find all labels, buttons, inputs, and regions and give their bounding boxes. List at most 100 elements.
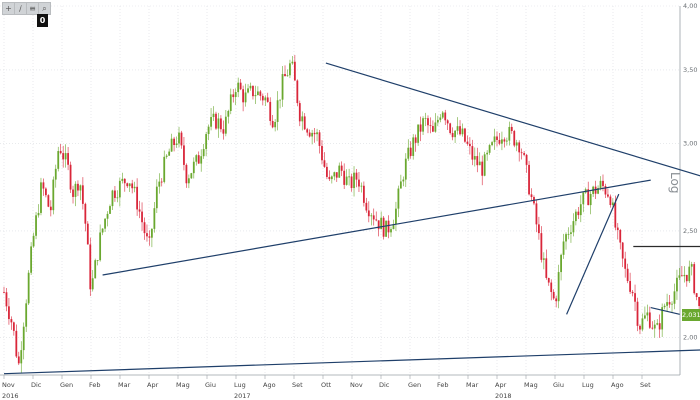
candle-body [656, 323, 659, 325]
candle-body [200, 156, 203, 164]
candle-body [266, 97, 269, 102]
candle-body [693, 264, 696, 294]
candle-body [621, 242, 624, 259]
candle-body [185, 164, 188, 184]
candle-body [333, 172, 336, 177]
candle-body [281, 74, 284, 100]
candle-body [77, 183, 79, 191]
candle-body [72, 189, 74, 197]
candle-body [355, 172, 358, 180]
candle-body [466, 141, 469, 144]
candle-body [473, 156, 476, 160]
candle-body [639, 325, 641, 330]
candle-body [685, 274, 688, 282]
candle-body [560, 254, 562, 273]
candle-body [318, 132, 321, 146]
candle-body [8, 306, 10, 320]
candle-body [562, 241, 565, 255]
candle-body [478, 161, 481, 166]
candle-body [247, 88, 249, 93]
candle-body [444, 112, 447, 121]
candle-body [158, 181, 161, 187]
candle-body [350, 176, 353, 189]
candle-body [449, 123, 452, 134]
candle-body [468, 143, 471, 147]
trendline-small-drop [650, 306, 680, 315]
candle-body [5, 292, 8, 307]
candle-body [106, 213, 109, 219]
candle-body [345, 176, 348, 185]
candle-body [217, 118, 220, 129]
candle-body [419, 124, 422, 132]
candle-body [597, 188, 599, 194]
candle-body [525, 154, 528, 165]
x-tick-label: Nov [350, 381, 363, 389]
candle-body [424, 118, 427, 120]
y-tick-label: 4,00 [683, 2, 697, 10]
trendline-falling-resistance [325, 62, 700, 177]
candle-body [242, 89, 245, 103]
candle-body [505, 140, 508, 142]
candle-body [535, 203, 538, 225]
log-scale-label[interactable]: Log [668, 172, 682, 194]
candle-body [577, 211, 580, 216]
x-tick-label: Set [292, 381, 303, 389]
candle-body [491, 142, 493, 146]
candle-body [380, 217, 383, 230]
candle-body [143, 222, 146, 234]
zero-badge: 0 [37, 14, 48, 27]
candle-body [232, 94, 235, 98]
candle-body [456, 126, 459, 131]
y-tick-label: 2,50 [683, 227, 697, 235]
candle-body [330, 176, 333, 180]
candle-body [237, 82, 240, 93]
candle-body [111, 190, 114, 207]
candle-body [3, 292, 5, 293]
candle-body [249, 85, 252, 89]
candle-body [148, 236, 151, 238]
candle-body [27, 272, 30, 304]
year-label: 2018 [495, 392, 512, 400]
trendline-short-rise [566, 193, 620, 315]
candle-body [286, 75, 289, 77]
candle-body [360, 185, 363, 187]
candle-body [661, 307, 664, 330]
trendline-rising-trend [102, 179, 651, 276]
candle-body [572, 221, 575, 233]
candle-body [10, 319, 13, 323]
candle-body [69, 164, 72, 190]
candle-body [451, 133, 454, 138]
x-tick-label: Ago [611, 381, 624, 389]
candle-body [417, 124, 420, 143]
trendline-long-support [3, 349, 700, 375]
candle-body [254, 95, 257, 97]
candle-body [483, 154, 486, 176]
candle-body [459, 126, 461, 135]
candle-body [303, 116, 306, 130]
candle-body [52, 179, 55, 211]
candle-body [118, 180, 121, 198]
candle-body [471, 146, 474, 160]
x-tick-label: Giu [553, 381, 564, 389]
candle-body [382, 217, 385, 237]
candle-body [409, 147, 412, 156]
candle-body [343, 170, 346, 185]
candle-body [15, 330, 18, 357]
candle-body [565, 234, 567, 242]
candle-body [165, 155, 168, 157]
x-tick-label: Set [640, 381, 651, 389]
candle-body [183, 145, 185, 165]
candle-body [22, 326, 25, 351]
candle-body [530, 194, 533, 198]
candle-body [515, 142, 518, 146]
candle-body [205, 134, 208, 150]
candle-body [611, 202, 614, 206]
candle-body [114, 190, 116, 198]
x-tick-label: Nov [2, 381, 15, 389]
candle-body [651, 327, 654, 329]
candle-body [57, 151, 60, 169]
candle-body [153, 208, 156, 229]
candle-body [648, 312, 651, 328]
